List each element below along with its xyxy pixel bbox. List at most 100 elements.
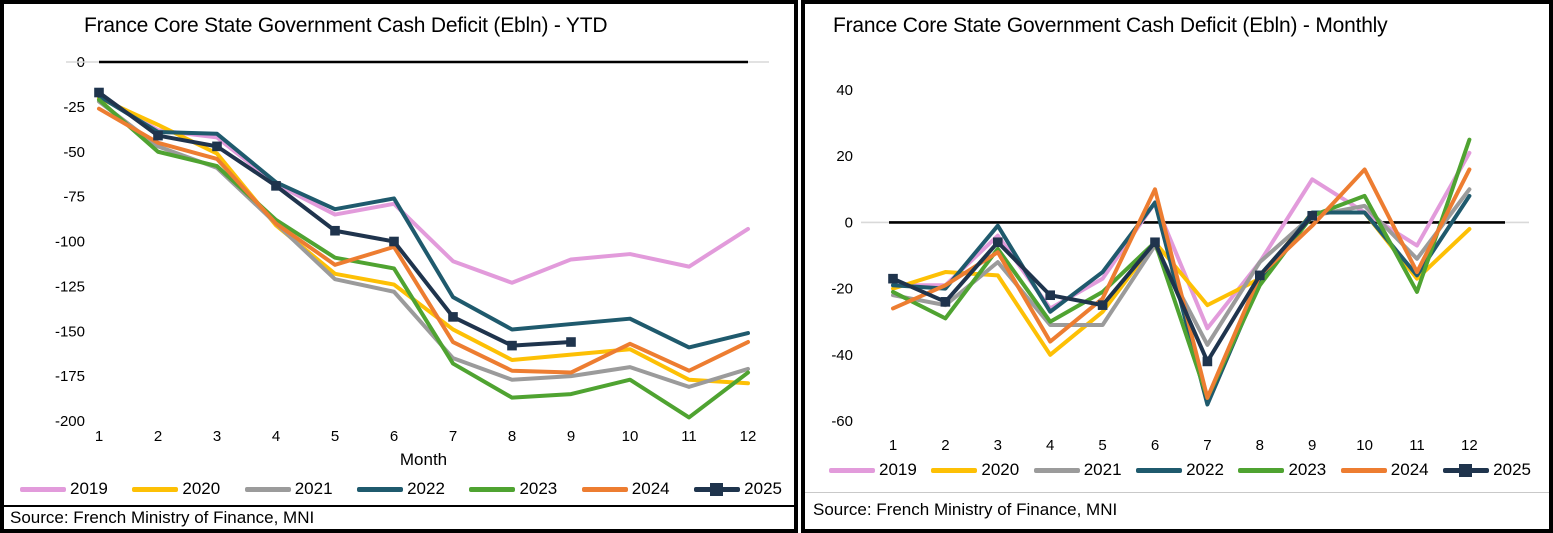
y-tick-label: 0 (845, 214, 853, 231)
y-tick-label: -25 (63, 99, 85, 116)
x-tick-label: 6 (390, 428, 398, 445)
legend-swatch-2020 (132, 486, 179, 492)
x-tick-label: 6 (1151, 437, 1159, 454)
legend-label: 2021 (294, 479, 333, 498)
legend-item-2021: 2021 (1033, 460, 1122, 480)
x-tick-label: 4 (1046, 437, 1054, 454)
x-tick-label: 11 (681, 428, 697, 445)
legend-swatch-2020 (931, 467, 978, 473)
series-line-2023 (97, 97, 750, 420)
y-tick-label: -50 (63, 144, 85, 161)
series-line-2024 (891, 167, 1472, 400)
y-tick-label: -100 (55, 234, 85, 251)
legend-label: 2023 (1288, 460, 1327, 479)
series-marker-2025 (271, 181, 281, 191)
y-tick-label: -175 (55, 368, 85, 385)
legend-item-2019: 2019 (20, 479, 108, 499)
y-tick-label: -20 (831, 281, 853, 298)
legend-label: 2020 (981, 460, 1020, 479)
x-tick-label: 5 (331, 428, 339, 445)
chart-panel-ytd: France Core State Government Cash Defici… (0, 0, 798, 533)
series-line-2019 (97, 94, 750, 285)
series-marker-2025 (94, 87, 104, 98)
series-marker-2025 (888, 273, 898, 284)
x-tick-label: 7 (449, 428, 457, 445)
series-marker-2025 (507, 340, 517, 351)
series-marker-2025 (1150, 237, 1160, 248)
x-tick-label: 2 (154, 428, 162, 445)
legend-swatch-2024 (581, 486, 628, 492)
legend-label: 2023 (519, 479, 558, 498)
y-tick-label: -200 (55, 413, 85, 430)
legend-ytd: 2019 2020 2021 2022 2023 2024 2025 (20, 479, 782, 499)
ytd-line-chart: 0-25-50-75-100-125-150-175-2001234567891… (55, 54, 769, 445)
series-marker-2025 (1307, 210, 1317, 221)
legend-item-2022: 2022 (1136, 460, 1224, 480)
x-tick-label: 9 (1308, 437, 1316, 454)
legend-item-2023: 2023 (469, 479, 557, 499)
legend-label: 2022 (407, 479, 445, 498)
series-line-2020 (97, 95, 750, 386)
legend-swatch-2021 (244, 486, 291, 492)
y-tick-label: 40 (836, 82, 853, 99)
legend-swatch-2023 (1238, 467, 1285, 473)
legend-label: 2022 (1186, 460, 1224, 479)
series-line-2019 (891, 150, 1472, 331)
y-tick-label: 20 (836, 148, 853, 165)
series-line-2024 (97, 106, 750, 375)
legend-swatch-2025 (694, 482, 741, 496)
series-marker-2025 (448, 312, 458, 322)
source-note-monthly: Source: French Ministry of Finance, MNI (813, 500, 1118, 519)
legend-monthly: 2019 2020 2021 2022 2023 2024 2025 (829, 460, 1531, 480)
series-marker-2025 (153, 130, 163, 141)
chart-panel-monthly: France Core State Government Cash Defici… (801, 0, 1553, 533)
chart-title-monthly: France Core State Government Cash Defici… (833, 14, 1388, 37)
legend-swatch-2024 (1340, 467, 1387, 473)
legend-swatch-2019 (20, 486, 66, 492)
legend-swatch-2019 (829, 467, 875, 473)
legend-item-2024: 2024 (1340, 460, 1429, 480)
x-tick-label: 3 (213, 428, 221, 445)
x-tick-label: 8 (1256, 437, 1264, 454)
x-tick-label: 7 (1203, 437, 1211, 454)
series-line-2022 (97, 94, 750, 350)
source-note-ytd: Source: French Ministry of Finance, MNI (10, 508, 315, 527)
series-marker-2025 (993, 237, 1003, 248)
legend-item-2023: 2023 (1238, 460, 1326, 480)
x-tick-label: 4 (272, 428, 280, 445)
legend-label: 2025 (744, 479, 782, 498)
y-tick-label: -60 (831, 413, 853, 430)
legend-item-2025: 2025 (1443, 460, 1531, 480)
x-tick-label: 8 (508, 428, 516, 445)
x-tick-label: 10 (622, 428, 639, 445)
y-tick-label: -75 (63, 189, 85, 206)
y-tick-label: -125 (55, 278, 85, 295)
series-marker-2025 (1045, 290, 1055, 301)
legend-label: 2019 (70, 479, 108, 498)
legend-swatch-2022 (1136, 467, 1183, 473)
legend-label: 2020 (182, 479, 221, 498)
legend-label: 2019 (879, 460, 917, 479)
series-marker-2025 (330, 225, 340, 236)
legend-item-2025: 2025 (694, 479, 782, 499)
x-tick-label: 12 (1461, 437, 1478, 454)
legend-swatch-2022 (357, 486, 404, 492)
x-tick-label: 3 (994, 437, 1002, 454)
x-tick-label: 1 (95, 428, 103, 445)
x-tick-label: 2 (941, 437, 949, 454)
series-marker-2025 (1202, 356, 1213, 367)
legend-label: 2021 (1083, 460, 1122, 479)
series-line-2023 (891, 137, 1472, 400)
chart-title-ytd: France Core State Government Cash Defici… (84, 14, 608, 37)
x-tick-label: 12 (740, 428, 757, 445)
source-divider (4, 505, 794, 507)
x-tick-label: 1 (889, 437, 897, 454)
y-tick-label: -150 (55, 323, 85, 340)
legend-item-2020: 2020 (931, 460, 1019, 480)
x-tick-label: 10 (1356, 437, 1373, 454)
legend-swatch-2025 (1443, 463, 1490, 477)
series-marker-2025 (1097, 300, 1108, 310)
y-tick-label: -40 (831, 347, 853, 364)
